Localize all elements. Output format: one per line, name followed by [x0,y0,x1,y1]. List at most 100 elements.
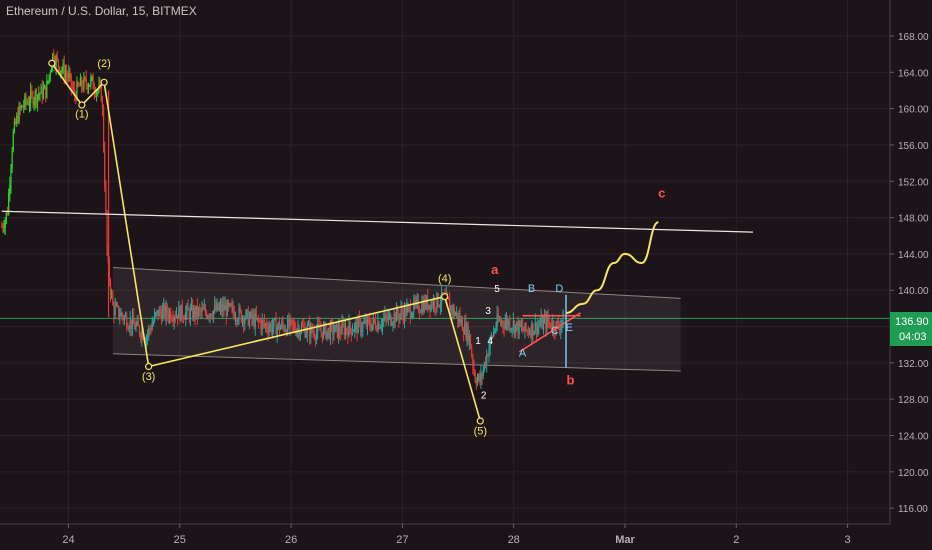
candle-body [96,91,98,95]
wave-pivot-marker [441,292,449,301]
candle-body [5,212,7,220]
candle-body [266,324,268,330]
x-tick-label: 28 [508,534,520,546]
candle-body [209,313,211,317]
candle-body [232,305,234,313]
candle-body [265,324,267,326]
candle-body [447,297,450,300]
candle-body [343,325,345,336]
candle-body [152,321,154,325]
candle-body [275,318,277,335]
candle-body [67,75,69,78]
candle-body [82,86,84,90]
candle-body [436,293,438,309]
candle-body [552,321,554,330]
candle-body [131,316,134,329]
candle-body [43,85,46,90]
candle-body [229,303,231,306]
candle-body [197,308,200,316]
candle-body [334,325,336,333]
candle-body [525,322,527,331]
candle-body [283,325,285,331]
candle-body [299,332,301,337]
candle-body [515,324,517,334]
candle-body [307,323,310,327]
candle-body [104,149,106,187]
wave-label: (5) [474,426,487,438]
candle-body [500,320,502,323]
candle-body [79,78,82,87]
candle-body [559,327,561,331]
candle-body [278,322,281,330]
candle-body [121,312,123,317]
candle-body [416,299,418,301]
candle-body [148,328,150,334]
candle-body [6,212,9,215]
candle-body [55,56,57,67]
candle-body [40,86,42,94]
candle-body [244,319,246,325]
candle-body [401,308,403,314]
candle-body [263,321,266,325]
candle-body [298,327,300,337]
candle-body [25,95,27,103]
candle-body [510,329,512,331]
candle-body [23,105,25,108]
candle-body [431,302,433,307]
time-axis[interactable] [0,524,890,550]
candle-body [309,323,311,337]
candle-body [495,326,497,331]
candle-body [248,317,251,326]
y-tick-label: 124.00 [898,432,929,443]
candle-body [534,322,536,332]
candle-body [179,306,181,321]
candle-body [172,319,174,322]
candle-body [3,227,5,229]
resistance-line [1,210,754,233]
candle-body [398,315,400,320]
candle-body [90,77,92,85]
candle-body [56,56,58,60]
abc-label: D [555,283,563,295]
candle-body [391,324,393,326]
candle-body [524,322,526,332]
candle-body [373,318,376,322]
candle-body [130,319,132,329]
candle-body [182,317,185,320]
candle-body [378,322,380,329]
candle-body [217,303,219,310]
candle-body [473,366,475,373]
candle-body [339,326,341,333]
candle-body [430,302,432,311]
candle-body [284,330,286,332]
candle-body [237,320,239,322]
candle-body [181,304,183,318]
candle-body [273,319,275,328]
candle-body [142,331,144,340]
candles [1,49,564,391]
candle-body [292,323,295,325]
candle-body [72,88,75,90]
y-tick-label: 160.00 [898,105,929,116]
candle-body [429,304,431,311]
candle-body [234,318,237,320]
price-axis[interactable] [890,0,932,550]
candle-body [135,325,137,330]
candle-body [424,299,426,308]
candle-body [227,301,230,306]
candle-body [26,102,28,104]
candle-body [173,317,175,322]
candle-body [501,321,503,323]
candle-body [420,311,422,313]
candle-body [542,320,545,329]
candle-body [30,90,32,104]
candle-body [546,316,548,329]
candle-body [171,319,173,321]
candle-body [481,373,483,376]
candle-body [354,324,356,331]
candle-body [288,319,290,327]
candle-body [409,306,411,318]
candle-body [105,186,107,212]
candle-body [239,307,241,311]
